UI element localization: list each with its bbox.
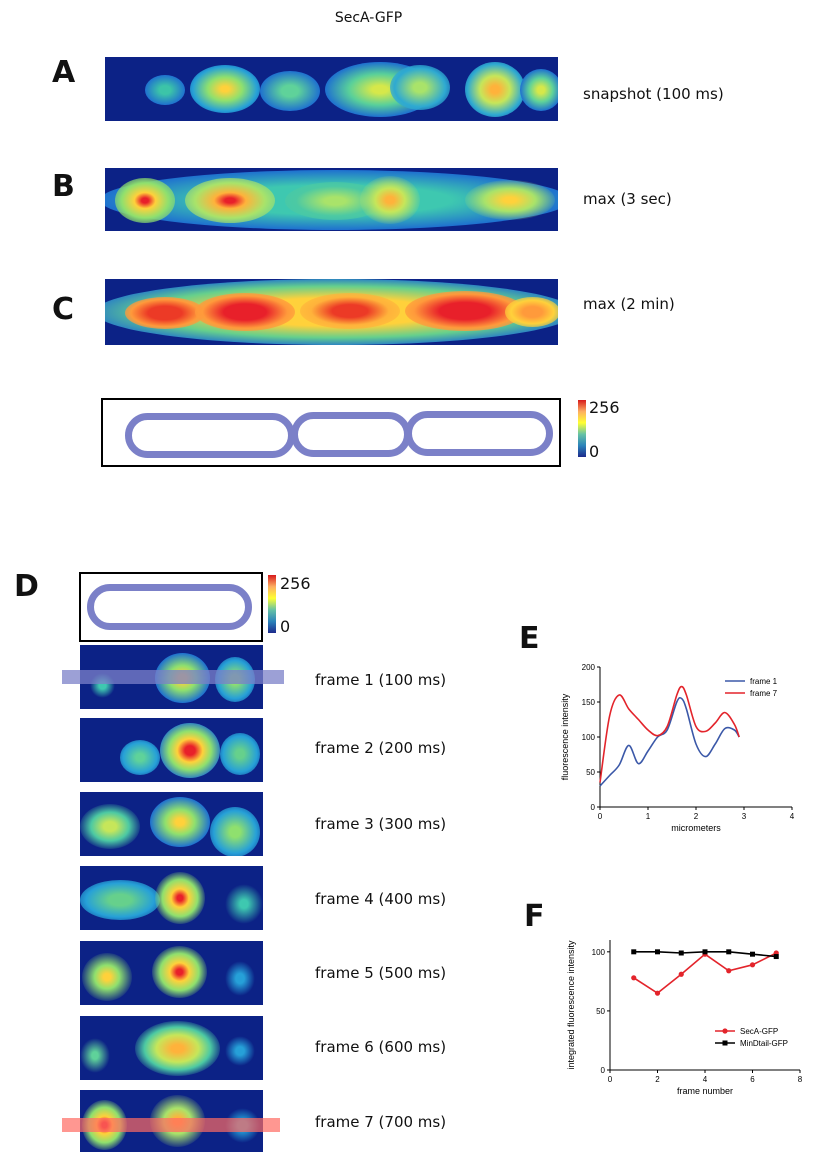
y-axis-label: integrated fluorescence intensity bbox=[566, 940, 576, 1070]
panel-label-a: A bbox=[52, 55, 76, 90]
caption-b: max (3 sec) bbox=[583, 190, 672, 208]
chart-e-line-profile: 0 1 2 3 4 0 50 100 150 200 micrometers fluorescence… bbox=[560, 663, 795, 833]
data-point bbox=[749, 962, 756, 968]
colorbar-max: 256 bbox=[589, 398, 620, 417]
y-tick-label: 100 bbox=[582, 733, 596, 742]
micrograph-max-2min bbox=[105, 279, 558, 345]
x-tick-label: 3 bbox=[742, 812, 747, 821]
x-tick-label: 1 bbox=[646, 812, 651, 821]
legend-label: MinDtail-GFP bbox=[740, 1039, 788, 1048]
frame-caption-7: frame 7 (700 ms) bbox=[315, 1113, 447, 1131]
panel-label-d: D bbox=[14, 569, 39, 604]
caption-a: snapshot (100 ms) bbox=[583, 85, 724, 103]
legend-label: SecA-GFP bbox=[740, 1027, 778, 1036]
legend-marker bbox=[722, 1040, 728, 1046]
data-point bbox=[726, 949, 732, 955]
x-tick-label: 4 bbox=[790, 812, 795, 821]
figure-title: SecA-GFP bbox=[334, 10, 403, 26]
x-axis-label: micrometers bbox=[671, 823, 721, 833]
y-tick-label: 0 bbox=[591, 803, 596, 812]
panel-label-e: E bbox=[519, 621, 540, 656]
data-point bbox=[678, 950, 684, 956]
frame-caption-5: frame 5 (500 ms) bbox=[315, 964, 447, 982]
legend-label: frame 1 bbox=[750, 677, 778, 686]
colorbar-d-min: 0 bbox=[280, 617, 291, 636]
cell-outline bbox=[87, 584, 252, 630]
frame-caption-2: frame 2 (200 ms) bbox=[315, 739, 447, 757]
cell-outline-1 bbox=[125, 413, 295, 458]
frame-image-3 bbox=[80, 792, 263, 856]
single-cell-schematic bbox=[79, 572, 263, 642]
x-tick-label: 6 bbox=[750, 1075, 755, 1084]
chart-f-integrated-intensity: 0 2 4 6 8 0 50 100 frame number integrated fluore… bbox=[566, 940, 803, 1096]
x-tick-label: 0 bbox=[608, 1075, 613, 1084]
x-axis-label: frame number bbox=[677, 1086, 733, 1096]
colorbar-d bbox=[268, 575, 276, 633]
micrograph-snapshot bbox=[105, 57, 558, 121]
caption-c: max (2 min) bbox=[583, 295, 675, 313]
frame-caption-1: frame 1 (100 ms) bbox=[315, 671, 447, 689]
legend-marker bbox=[722, 1028, 728, 1034]
colorbar bbox=[578, 400, 586, 457]
series-line-frame-7 bbox=[599, 685, 740, 783]
profile-line-frame-1 bbox=[62, 670, 284, 684]
x-tick-label: 8 bbox=[798, 1075, 803, 1084]
y-tick-label: 50 bbox=[586, 768, 595, 777]
y-tick-label: 100 bbox=[592, 948, 606, 957]
profile-line-frame-7 bbox=[62, 1118, 280, 1132]
data-point bbox=[678, 971, 684, 977]
x-tick-label: 2 bbox=[655, 1075, 660, 1084]
frame-image-5 bbox=[80, 941, 263, 1005]
frame-caption-3: frame 3 (300 ms) bbox=[315, 815, 447, 833]
y-tick-label: 150 bbox=[582, 698, 596, 707]
frame-caption-6: frame 6 (600 ms) bbox=[315, 1038, 447, 1056]
x-tick-label: 4 bbox=[703, 1075, 708, 1084]
frame-image-6 bbox=[80, 1016, 263, 1080]
frame-image-4 bbox=[80, 866, 263, 930]
colorbar-d-max: 256 bbox=[280, 574, 311, 593]
cell-outline-3 bbox=[405, 411, 553, 456]
cell-outline-2 bbox=[291, 412, 411, 457]
data-point bbox=[773, 954, 779, 960]
legend-label: frame 7 bbox=[750, 689, 778, 698]
panel-label-c: C bbox=[52, 292, 75, 327]
y-tick-label: 0 bbox=[601, 1066, 606, 1075]
micrograph-max-3s bbox=[105, 168, 558, 231]
x-tick-label: 2 bbox=[694, 812, 699, 821]
panel-label-f: F bbox=[524, 899, 545, 934]
y-tick-label: 50 bbox=[596, 1007, 605, 1016]
y-axis-label: fluorescence intensity bbox=[560, 693, 570, 780]
panel-label-b: B bbox=[52, 169, 75, 204]
colorbar-min: 0 bbox=[589, 442, 600, 461]
data-point bbox=[750, 951, 755, 957]
y-tick-label: 200 bbox=[582, 663, 596, 672]
series-line-seca-gfp bbox=[633, 952, 777, 995]
cell-schematic bbox=[101, 398, 561, 467]
data-point bbox=[631, 949, 637, 955]
frame-caption-4: frame 4 (400 ms) bbox=[315, 890, 447, 908]
data-point bbox=[702, 949, 708, 955]
data-point bbox=[655, 949, 660, 955]
data-point bbox=[726, 968, 732, 974]
x-tick-label: 0 bbox=[598, 812, 603, 821]
data-point bbox=[654, 990, 661, 996]
data-point bbox=[631, 975, 637, 981]
series-line-frame-1 bbox=[599, 696, 740, 787]
frame-image-2 bbox=[80, 718, 263, 782]
